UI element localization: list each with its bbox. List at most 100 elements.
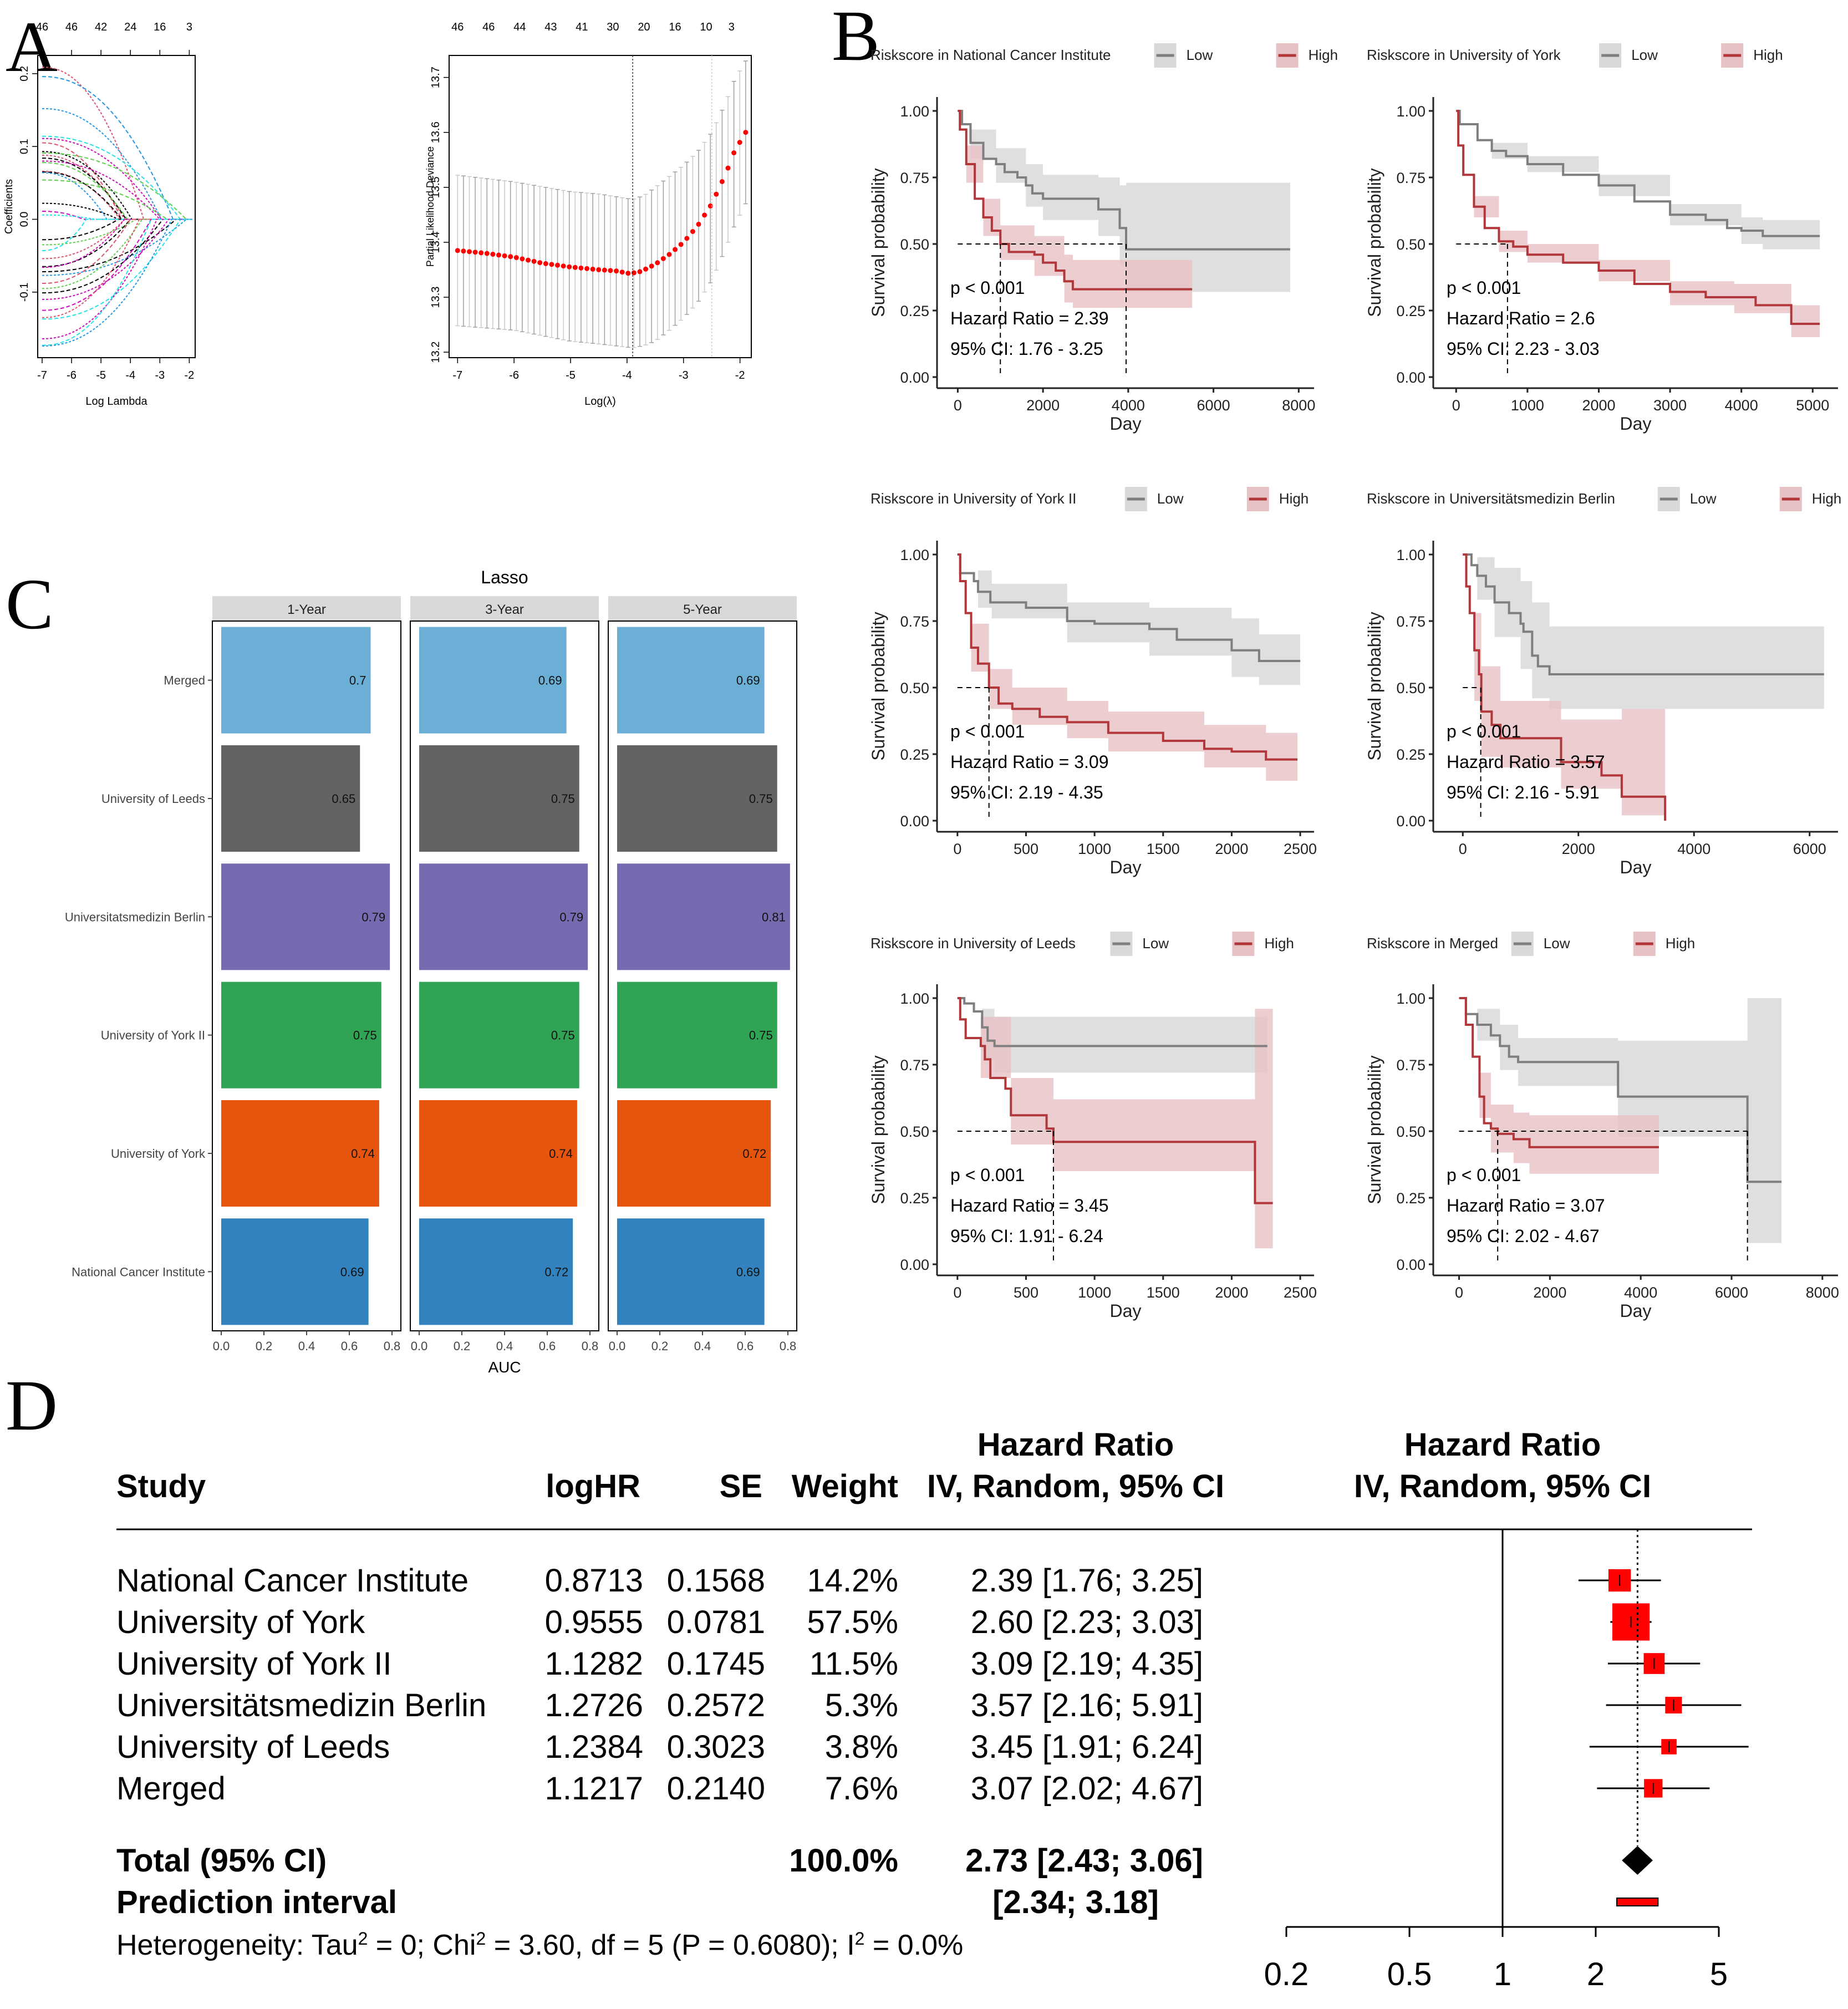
legend-low-label: Low — [1157, 490, 1184, 507]
coefficient-path — [42, 218, 192, 346]
x-tick-label: 2000 — [1562, 841, 1595, 857]
low-risk-ci-band — [957, 998, 1267, 1073]
y-tick-label: -0.1 — [18, 283, 30, 302]
auc-bar — [221, 1100, 379, 1207]
coefficient-path — [42, 218, 192, 320]
deviance-point — [461, 248, 466, 254]
study-row: Merged 1.1217 0.2140 7.6% 3.07 [2.02; 4.67] — [116, 1771, 1710, 1807]
auc-bar-label: 0.69 — [736, 674, 760, 688]
x-tick-label: 0.8 — [780, 1339, 797, 1353]
y-tick-label: 1.00 — [1396, 990, 1426, 1007]
weight-value: 14.2% — [807, 1563, 898, 1599]
top-tick-label: 44 — [513, 21, 526, 33]
x-tick-label: 0.2 — [1264, 1956, 1309, 1992]
auc-bar-label: 0.74 — [351, 1147, 375, 1161]
header-plot-bottom: IV, Random, 95% CI — [1354, 1468, 1651, 1504]
legend-low-label: Low — [1690, 490, 1717, 507]
deviance-point — [531, 258, 537, 264]
x-tick-label: 8000 — [1282, 397, 1315, 414]
total-weight: 100.0% — [789, 1843, 898, 1879]
high-risk-ci-band — [957, 555, 1298, 781]
hazard-ratio-annotation: Hazard Ratio = 3.57 — [1447, 752, 1605, 772]
y-tick-label: 0.00 — [900, 813, 929, 830]
y-axis-title: Survival probability — [1365, 1055, 1384, 1204]
heterogeneity-text: Heterogeneity: Tau2 = 0; Chi2 = 3.60, df… — [116, 1929, 963, 1961]
facet-strip — [410, 596, 599, 621]
x-tick-label: 0.0 — [609, 1339, 626, 1353]
auc-bar — [419, 981, 579, 1089]
x-tick-label: -4 — [125, 369, 135, 382]
deviance-point — [673, 247, 678, 252]
y-tick-label: 0.00 — [1396, 369, 1426, 386]
prediction-interval-bar — [1616, 1898, 1659, 1906]
header-study: Study — [116, 1468, 206, 1504]
coefficient-path — [42, 218, 192, 241]
high-risk-survival-curve — [957, 553, 1298, 761]
x-axis-title: Day — [1110, 857, 1142, 877]
weight-value: 3.8% — [825, 1729, 898, 1765]
y-axis-title: Survival probability — [1365, 612, 1384, 761]
top-tick-label: 16 — [669, 21, 681, 33]
se-value: 0.1745 — [667, 1646, 765, 1682]
x-tick-label: 1500 — [1147, 841, 1180, 857]
panel-b-km-plot: Riskscore in University of Leeds Low High 0… — [868, 932, 1317, 1321]
header-se: SE — [720, 1468, 762, 1504]
deviance-point — [478, 250, 484, 256]
legend-high-label: High — [1666, 935, 1695, 952]
x-tick-label: 1000 — [1078, 1284, 1111, 1301]
low-risk-survival-curve — [957, 553, 1301, 662]
facet-label: 3-Year — [485, 602, 524, 617]
km-legend: Riskscore in Universitätsmedizin Berlin L… — [1367, 487, 1841, 511]
coefficient-path — [42, 160, 192, 220]
deviance-point — [660, 256, 666, 261]
x-tick-label: -6 — [509, 369, 519, 382]
x-tick-label: 0 — [1455, 1284, 1463, 1301]
deviance-point — [520, 256, 525, 262]
coefficient-path — [42, 171, 192, 220]
deviance-point — [513, 255, 519, 261]
y-tick-label: 0.50 — [1396, 236, 1426, 253]
y-axis-title: Coefficients — [3, 179, 15, 234]
x-axis-title: Day — [1110, 414, 1142, 434]
coefficient-path — [42, 218, 192, 260]
study-name: National Cancer Institute — [116, 1563, 469, 1599]
y-tick-label: 0.75 — [900, 170, 929, 186]
legend-high-label: High — [1264, 935, 1294, 952]
coefficient-path — [42, 162, 192, 220]
deviance-point — [590, 266, 595, 272]
facet-strip — [212, 596, 401, 621]
top-tick-label: 46 — [451, 21, 464, 33]
y-tick-label: 13.4 — [430, 231, 442, 253]
deviance-point — [714, 191, 719, 197]
coefficient-path — [42, 138, 192, 220]
panel-b-km-plot: Riskscore in Universitätsmedizin Berlin L… — [1365, 487, 1841, 877]
hazard-ratio-annotation: Hazard Ratio = 3.07 — [1447, 1196, 1605, 1215]
auc-bar — [419, 627, 567, 734]
km-legend: Riskscore in University of Leeds Low High — [870, 932, 1294, 956]
panel-label-a: A — [6, 7, 58, 87]
km-legend: Riskscore in National Cancer Institute Lo… — [870, 43, 1338, 68]
auc-bar — [419, 1100, 577, 1207]
deviance-point — [684, 236, 690, 241]
category-label: University of York — [111, 1147, 206, 1161]
legend-title: Riskscore in National Cancer Institute — [870, 47, 1111, 63]
deviance-point — [608, 268, 613, 273]
y-tick-label: 0.1 — [18, 139, 30, 154]
deviance-point — [572, 265, 578, 270]
x-tick-label: 6000 — [1197, 397, 1230, 414]
x-tick-label: 5000 — [1796, 397, 1829, 414]
coefficient-path — [42, 76, 192, 220]
coefficient-path — [42, 218, 192, 289]
x-tick-label: 0.8 — [582, 1339, 599, 1353]
x-axis-title: Log Lambda — [85, 395, 147, 408]
study-row: University of York II 1.1282 0.1745 11.5% 3.… — [116, 1646, 1701, 1682]
facet-label: 1-Year — [287, 602, 326, 617]
y-tick-label: 0.25 — [1396, 746, 1426, 763]
x-tick-label: 1 — [1494, 1956, 1511, 1992]
auc-bar-label: 0.75 — [551, 1029, 575, 1042]
auc-bar-label: 0.75 — [749, 1029, 773, 1042]
legend-high-label: High — [1279, 490, 1309, 507]
x-tick-label: 0.0 — [213, 1339, 230, 1353]
high-risk-ci-band — [957, 998, 1273, 1249]
hr-ci-value: 3.07 [2.02; 4.67] — [971, 1771, 1203, 1807]
